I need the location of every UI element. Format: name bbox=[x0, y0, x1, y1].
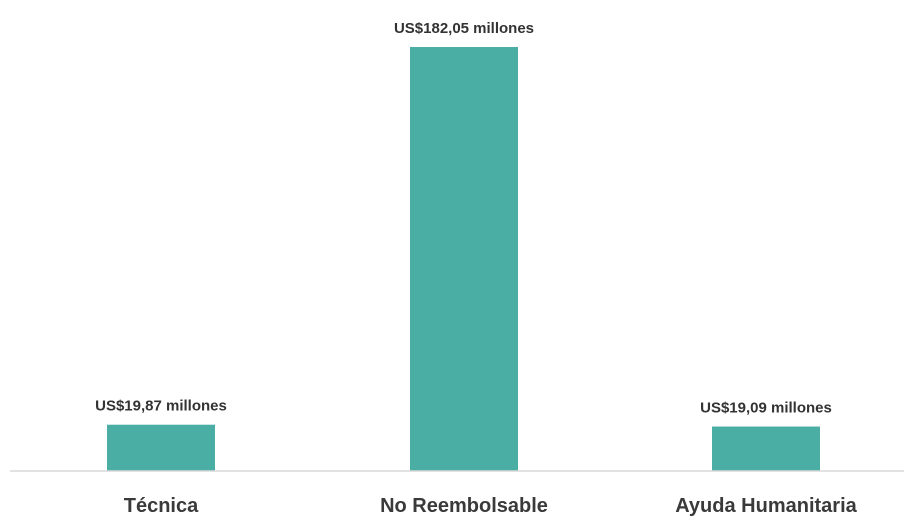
bars-group bbox=[107, 47, 820, 471]
bar-1 bbox=[410, 47, 518, 471]
bar-2 bbox=[712, 426, 820, 471]
category-label-1: No Reembolsable bbox=[380, 495, 548, 517]
category-label-2: Ayuda Humanitaria bbox=[675, 495, 857, 517]
data-label-0: US$19,87 millones bbox=[95, 398, 227, 415]
data-label-1: US$182,05 millones bbox=[394, 20, 534, 37]
data-label-2: US$19,09 millones bbox=[700, 400, 832, 417]
data-labels-group: US$19,87 millones US$182,05 millones US$19… bbox=[95, 20, 832, 417]
category-label-0: Técnica bbox=[124, 495, 199, 517]
category-labels-group: Técnica No Reembolsable Ayuda Humanitaria bbox=[124, 495, 858, 517]
bar-0 bbox=[107, 424, 215, 471]
